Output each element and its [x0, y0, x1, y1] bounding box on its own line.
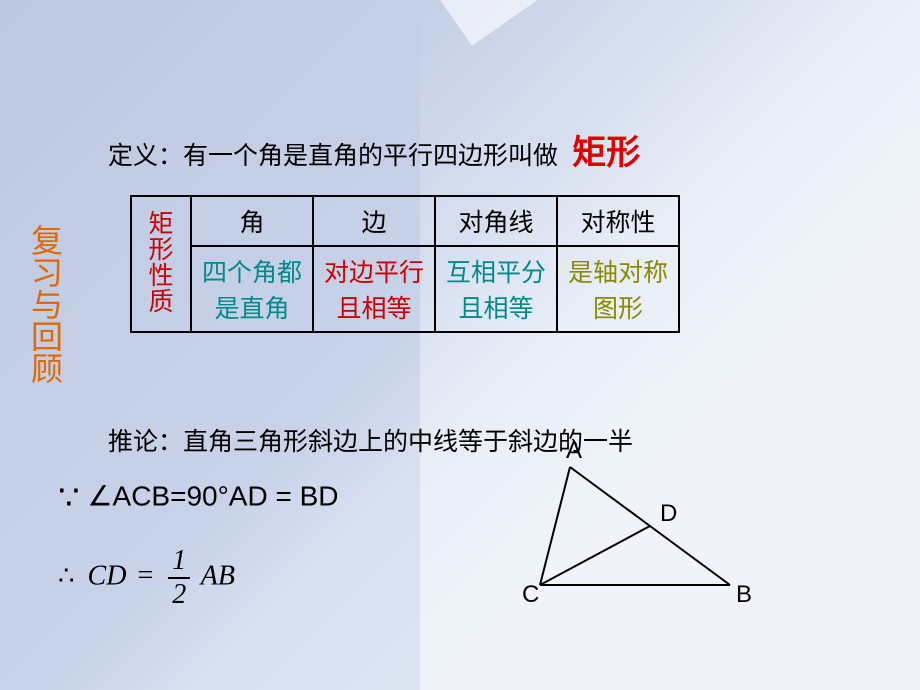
- formula-eq: =: [137, 560, 153, 591]
- triangle-label-D: D: [660, 500, 677, 528]
- cell-diagonal: 互相平分且相等: [435, 246, 557, 332]
- triangle-label-C: C: [522, 581, 539, 609]
- row-header-text: 矩形性质: [148, 211, 173, 317]
- formula-rhs: AB: [201, 560, 235, 591]
- formula-lhs: CD: [88, 560, 127, 591]
- triangle-label-A: A: [566, 437, 582, 465]
- therefore-symbol: ∴: [58, 561, 75, 590]
- table-row-header: 矩形性质: [131, 196, 191, 332]
- definition-text: 有一个角是直角的平行四边形叫做: [183, 143, 558, 170]
- fraction-denominator: 2: [168, 579, 190, 611]
- table-value-row: 四个角都是直角 对边平行且相等 互相平分且相等 是轴对称图形: [131, 246, 679, 332]
- triangle-label-B: B: [736, 581, 752, 609]
- cell-symmetry-text: 是轴对称图形: [568, 259, 668, 323]
- formula-fraction: 1 2: [168, 545, 190, 611]
- col-header-diagonal: 对角线: [435, 196, 557, 246]
- corollary-line: 推论：直角三角形斜边上的中线等于斜边的一半: [108, 422, 633, 458]
- cell-side: 对边平行且相等: [313, 246, 435, 332]
- definition-line: 定义：有一个角是直角的平行四边形叫做 矩形: [108, 125, 640, 174]
- col-header-angle: 角: [191, 196, 313, 246]
- triangle-diagram: ABCD: [510, 455, 770, 615]
- cell-symmetry: 是轴对称图形: [557, 246, 679, 332]
- definition-highlight: 矩形: [572, 135, 640, 172]
- side-title: 复习与回顾: [30, 225, 64, 385]
- col-header-side: 边: [313, 196, 435, 246]
- given-line: ∵ ∠ACB=90°AD = BD: [58, 478, 339, 518]
- because-symbol: ∵: [58, 480, 80, 517]
- col-header-symmetry: 对称性: [557, 196, 679, 246]
- table-header-row: 矩形性质 角 边 对角线 对称性: [131, 196, 679, 246]
- conclusion-formula: ∴ CD = 1 2 AB: [58, 545, 235, 611]
- slide-content: 定义：有一个角是直角的平行四边形叫做 矩形 复习与回顾 矩形性质 角 边 对角线…: [0, 0, 920, 690]
- triangle-svg: [510, 455, 770, 615]
- properties-table: 矩形性质 角 边 对角线 对称性 四个角都是直角 对边平行且相等 互相平分且相等…: [130, 195, 680, 333]
- cell-diagonal-text: 互相平分且相等: [446, 259, 546, 323]
- cell-side-text: 对边平行且相等: [324, 259, 424, 323]
- corollary-label: 推论：: [108, 429, 183, 456]
- cell-angle-text: 四个角都是直角: [202, 259, 302, 323]
- cell-angle: 四个角都是直角: [191, 246, 313, 332]
- fraction-numerator: 1: [168, 545, 190, 579]
- definition-label: 定义：: [108, 143, 183, 170]
- given-text: ∠ACB=90°AD = BD: [87, 480, 338, 511]
